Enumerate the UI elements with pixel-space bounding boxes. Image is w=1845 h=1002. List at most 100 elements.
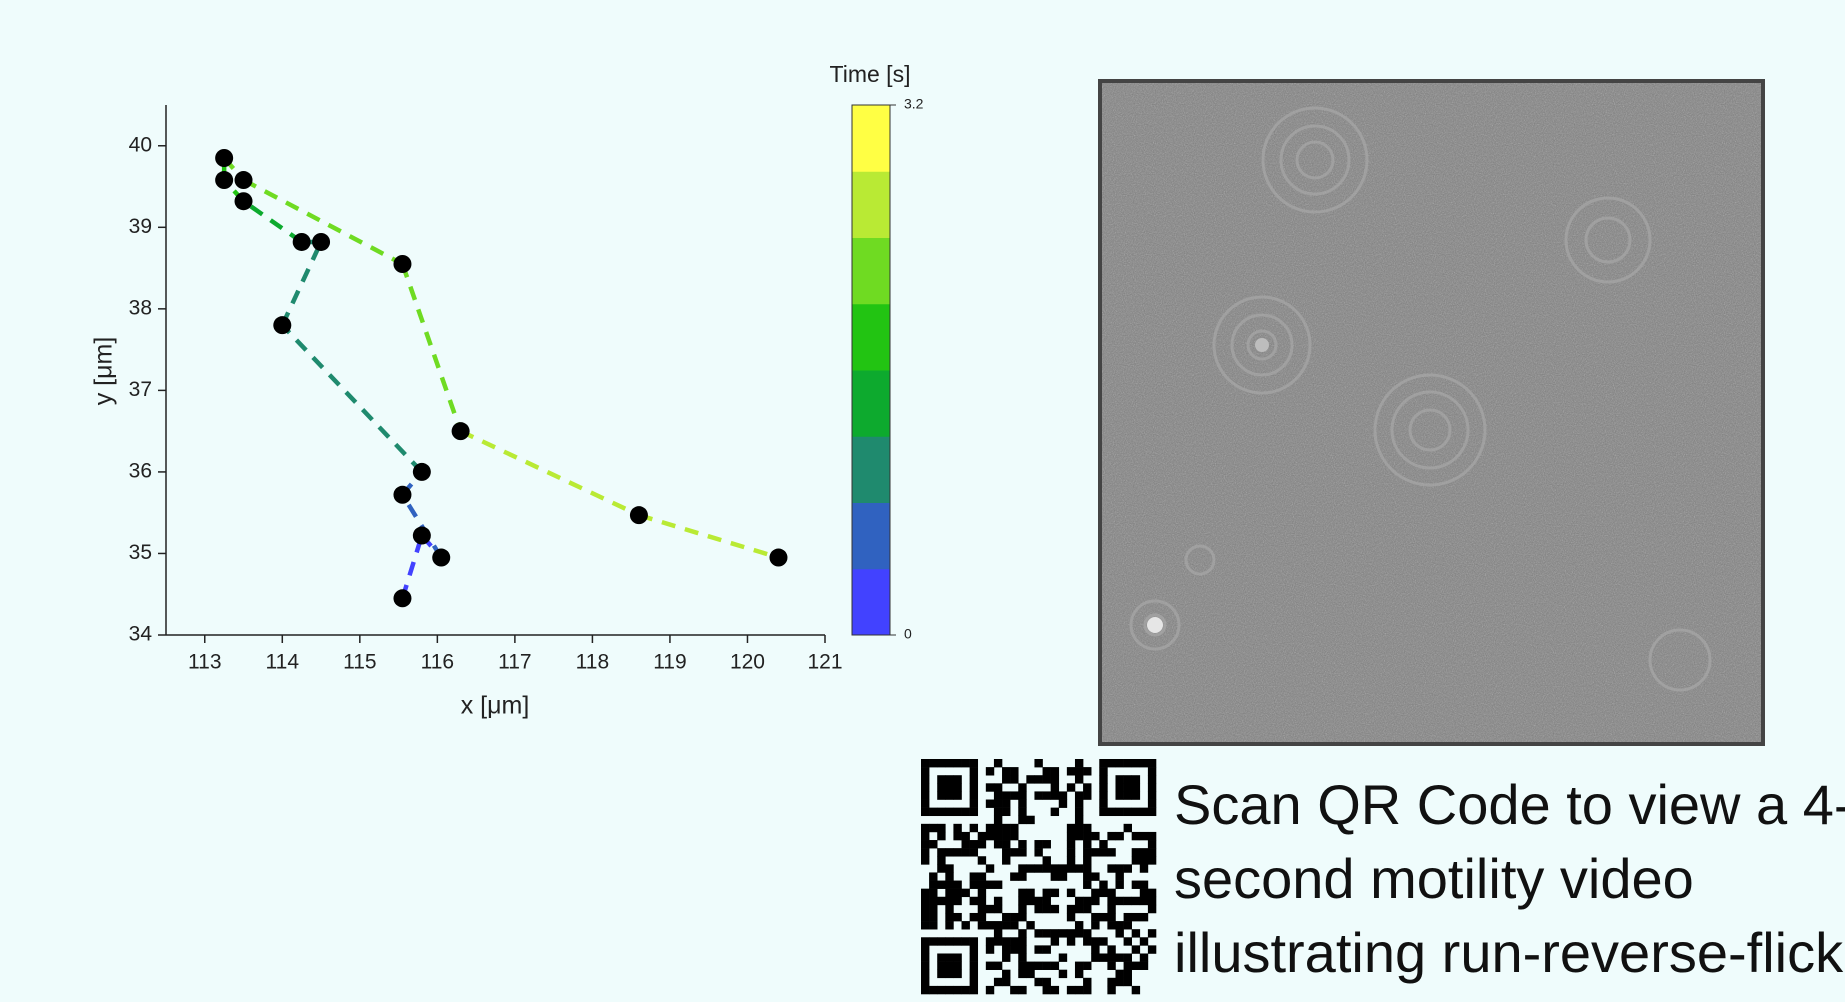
qr-module	[1058, 872, 1068, 881]
qr-module	[1083, 840, 1092, 849]
qr-module	[977, 880, 987, 889]
track-point	[312, 232, 331, 251]
qr-module	[1066, 823, 1076, 833]
qr-module	[1099, 767, 1108, 776]
qr-module	[1099, 937, 1108, 946]
qr-module	[1050, 929, 1060, 938]
qr-module	[1123, 775, 1132, 784]
qr-module	[921, 783, 930, 792]
qr-module	[1115, 775, 1124, 784]
colorbar-bin	[852, 171, 890, 238]
qr-module	[1010, 912, 1019, 922]
qr-module	[969, 953, 979, 962]
qr-module	[1074, 904, 1084, 914]
qr-module	[937, 831, 946, 841]
qr-module	[1131, 759, 1141, 768]
qr-module	[937, 896, 946, 906]
qr-module	[1074, 823, 1084, 833]
qr-module	[921, 912, 930, 922]
qr-module	[1050, 961, 1060, 970]
qr-module	[969, 775, 979, 784]
qr-module	[1107, 904, 1116, 914]
qr-module	[1147, 929, 1157, 938]
qr-module	[1091, 945, 1100, 954]
qr-module	[1115, 791, 1124, 800]
qr-module	[985, 945, 995, 954]
qr-module	[985, 961, 995, 970]
qr-module	[1083, 872, 1092, 881]
qr-module	[1058, 791, 1068, 800]
caption-line: illustrating run-reverse-flick	[1174, 921, 1844, 984]
qr-module	[945, 961, 954, 970]
track-point	[412, 526, 431, 545]
x-tick-label: 121	[807, 651, 842, 674]
track-point	[393, 589, 412, 608]
qr-module	[1058, 799, 1068, 808]
microscopy-image	[1098, 79, 1765, 746]
qr-module	[969, 945, 979, 954]
qr-module	[929, 840, 938, 849]
qr-module	[969, 985, 979, 995]
qr-module	[945, 937, 954, 946]
qr-module	[977, 896, 987, 906]
qr-module	[993, 921, 1003, 930]
qr-module	[1002, 823, 1011, 833]
qr-module	[1058, 969, 1068, 979]
qr-module	[1083, 856, 1092, 865]
qr-module	[1066, 985, 1076, 995]
qr-module	[1139, 912, 1149, 922]
qr-module	[1139, 864, 1149, 873]
qr-module	[1139, 961, 1149, 970]
qr-module	[1010, 767, 1019, 776]
qr-module	[1091, 872, 1100, 881]
qr-module	[1131, 807, 1141, 817]
qr-module	[1123, 807, 1132, 817]
qr-module	[1139, 896, 1149, 906]
qr-module	[1042, 856, 1051, 865]
qr-module	[1131, 791, 1141, 800]
qr-module	[969, 807, 979, 817]
qr-module	[1091, 912, 1100, 922]
qr-module	[1099, 912, 1108, 922]
qr-code	[921, 759, 1157, 995]
qr-module	[977, 904, 987, 914]
qr-module	[1115, 831, 1124, 841]
qr-module	[937, 880, 946, 889]
qr-module	[945, 888, 954, 898]
qr-module	[953, 775, 962, 784]
qr-module	[1099, 888, 1108, 898]
qr-module	[953, 848, 962, 857]
qr-module	[1083, 880, 1092, 889]
qr-module	[1042, 945, 1051, 954]
y-axis-label: y [μm]	[90, 337, 118, 406]
qr-module	[1034, 977, 1043, 987]
x-tick-label: 117	[498, 651, 531, 674]
qr-module	[921, 767, 930, 776]
qr-module	[993, 807, 1003, 817]
qr-module	[945, 880, 954, 889]
qr-module	[969, 840, 979, 849]
qr-module	[921, 969, 930, 979]
track-point	[432, 548, 451, 567]
qr-module	[969, 912, 979, 922]
qr-module	[1131, 831, 1141, 841]
qr-module	[1018, 953, 1027, 962]
qr-module	[1018, 815, 1027, 825]
qr-module	[1083, 937, 1092, 946]
qr-module	[1002, 807, 1011, 817]
qr-module	[985, 921, 995, 930]
qr-module	[937, 791, 946, 800]
qr-module	[993, 880, 1003, 889]
qr-module	[1002, 767, 1011, 776]
qr-module	[1042, 840, 1051, 849]
qr-module	[993, 831, 1003, 841]
qr-module	[1131, 896, 1141, 906]
qr-module	[1147, 840, 1157, 849]
qr-module	[953, 831, 962, 841]
track-point	[451, 422, 470, 441]
qr-module	[1042, 961, 1051, 970]
qr-module	[1034, 929, 1043, 938]
qr-module	[1050, 864, 1060, 873]
qr-module	[1010, 823, 1019, 833]
qr-module	[953, 759, 962, 768]
